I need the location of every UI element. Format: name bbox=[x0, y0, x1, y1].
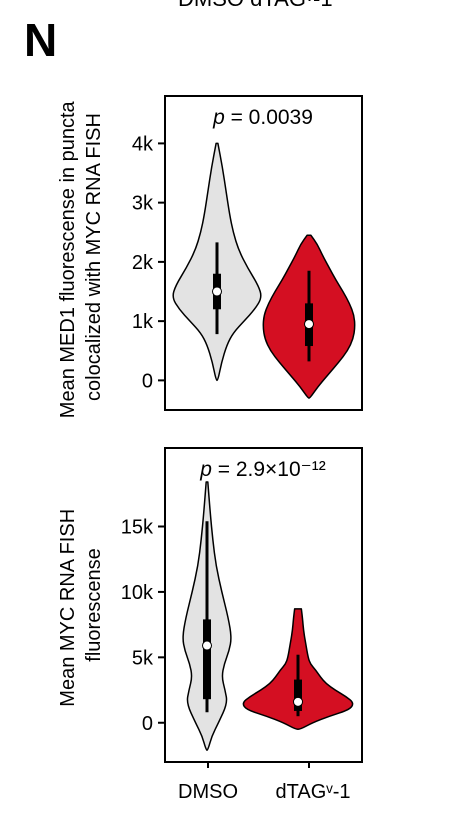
p-value-bottom: p = 2.9×10⁻¹² bbox=[199, 458, 326, 481]
y-ticks-top: 0 1k 2k 3k 4k bbox=[132, 133, 165, 392]
y-tick-label: 10k bbox=[121, 582, 154, 604]
median-dot-dmso bbox=[212, 286, 222, 297]
x-category-dtag: dTAGᵛ-1 bbox=[276, 781, 351, 803]
median-dot-dmso bbox=[202, 640, 212, 651]
plot-frame-bottom bbox=[164, 447, 363, 763]
y-tick-label: 4k bbox=[132, 133, 154, 155]
y-ticks-bottom: 0 5k 10k 15k bbox=[121, 517, 165, 735]
violins-top bbox=[172, 142, 356, 399]
y-axis-label-top: Mean MED1 fluorescense in puncta colocal… bbox=[57, 96, 105, 418]
iqr-box-dtag bbox=[294, 679, 302, 711]
top-cut-text: DMSO dTAGᵛ-1 bbox=[178, 0, 333, 11]
plot-frame-top bbox=[164, 95, 363, 411]
panel-label: N bbox=[24, 14, 57, 66]
chart-top: p = 0.0039 0 1k 2k 3k 4k Mean MED1 fluoresce… bbox=[57, 95, 363, 418]
y-tick-label: 3k bbox=[132, 193, 154, 215]
iqr-box-dmso bbox=[203, 619, 211, 700]
x-category-dmso: DMSO bbox=[178, 781, 238, 803]
y-tick-label: 1k bbox=[132, 311, 154, 333]
violins-bottom bbox=[182, 481, 354, 751]
median-dot-dtag bbox=[293, 696, 303, 707]
y-axis-label-bottom: Mean MYC RNA FISH fluorescense bbox=[57, 503, 105, 706]
median-dot-dtag bbox=[304, 319, 314, 330]
y-tick-label: 15k bbox=[121, 517, 154, 539]
y-tick-label: 2k bbox=[132, 252, 154, 274]
y-tick-label: 0 bbox=[142, 713, 153, 735]
y-tick-label: 5k bbox=[132, 647, 154, 669]
chart-bottom: p = 2.9×10⁻¹² 0 5k 10k 15k Mean MYC RNA FIS… bbox=[57, 447, 363, 763]
p-value-top: p = 0.0039 bbox=[212, 106, 313, 129]
y-tick-label: 0 bbox=[142, 370, 153, 392]
